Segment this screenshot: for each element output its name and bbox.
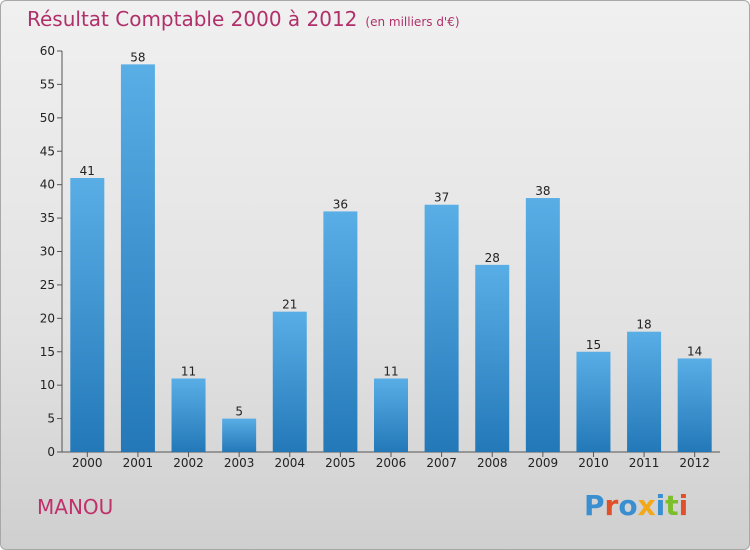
y-tick-label: 60 (40, 44, 55, 58)
x-tick-label: 2003 (224, 456, 255, 470)
data-label: 21 (282, 298, 297, 312)
bar (627, 331, 662, 452)
y-tick-label: 40 (40, 178, 55, 192)
logo-letter: o (618, 489, 638, 522)
bar (374, 378, 408, 452)
chart-subtitle: (en milliers d'€) (365, 15, 460, 29)
x-tick-label: 2008 (477, 456, 508, 470)
y-tick-label: 10 (40, 378, 55, 392)
logo-letter: t (665, 489, 679, 522)
bar (525, 198, 560, 452)
bar (424, 204, 459, 452)
logo-letter: P (584, 489, 605, 522)
bar (677, 358, 712, 452)
data-label: 58 (130, 50, 145, 64)
bar (475, 264, 510, 452)
chart-title: Résultat Comptable 2000 à 2012 (27, 7, 358, 31)
y-tick-label: 15 (40, 345, 55, 359)
logo-letter: i (655, 489, 666, 522)
x-tick-label: 2000 (72, 456, 103, 470)
data-label: 41 (80, 164, 95, 178)
bar (272, 311, 307, 452)
x-tick-label: 2001 (123, 456, 154, 470)
data-label: 5 (235, 405, 243, 419)
x-tick-label: 2005 (325, 456, 356, 470)
x-tick-label: 2006 (376, 456, 407, 470)
data-label: 11 (181, 364, 196, 378)
y-tick-label: 0 (47, 445, 55, 459)
proxiti-logo: Proxiti (584, 489, 688, 522)
y-tick-label: 55 (40, 77, 55, 91)
data-label: 28 (485, 251, 500, 265)
x-tick-label: 2012 (679, 456, 710, 470)
bar (323, 211, 358, 452)
y-tick-label: 50 (40, 111, 55, 125)
logo-letter: r (604, 489, 619, 522)
bar (222, 418, 257, 452)
bar (171, 378, 206, 452)
chart-title-block: Résultat Comptable 2000 à 2012 (en millie… (27, 7, 460, 31)
y-tick-label: 45 (40, 144, 55, 158)
x-tick-label: 2010 (578, 456, 609, 470)
x-tick-label: 2007 (426, 456, 457, 470)
bar (576, 351, 611, 452)
bar (70, 177, 105, 452)
data-label: 14 (687, 344, 702, 358)
data-label: 11 (383, 364, 398, 378)
bar (120, 64, 155, 452)
data-label: 36 (333, 197, 348, 211)
y-tick-label: 35 (40, 211, 55, 225)
y-tick-label: 30 (40, 245, 55, 259)
commune-name: MANOU (37, 495, 114, 519)
logo-letter: i (678, 489, 689, 522)
data-label: 38 (535, 184, 550, 198)
x-tick-label: 2004 (274, 456, 305, 470)
x-tick-label: 2011 (629, 456, 660, 470)
y-tick-label: 25 (40, 278, 55, 292)
data-label: 18 (636, 318, 651, 332)
y-tick-label: 5 (47, 412, 55, 426)
x-tick-label: 2002 (173, 456, 204, 470)
data-label: 37 (434, 191, 449, 205)
y-tick-label: 20 (40, 311, 55, 325)
x-tick-label: 2009 (528, 456, 559, 470)
data-label: 15 (586, 338, 601, 352)
logo-letter: x (637, 489, 656, 522)
